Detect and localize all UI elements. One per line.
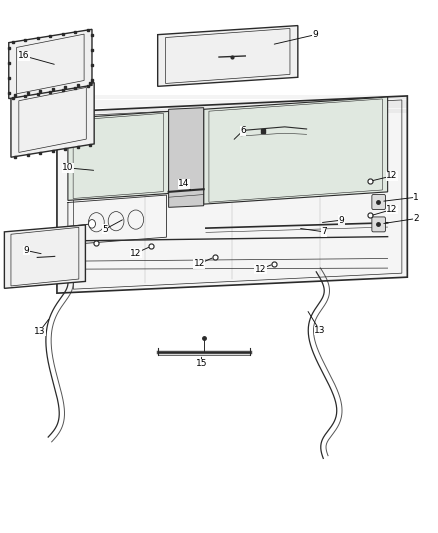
Text: 16: 16 — [18, 52, 30, 60]
Text: 13: 13 — [34, 327, 45, 336]
Text: 12: 12 — [386, 205, 398, 214]
Text: 14: 14 — [178, 180, 190, 188]
Polygon shape — [158, 26, 298, 86]
Text: 9: 9 — [23, 246, 29, 255]
Text: 10: 10 — [62, 164, 74, 172]
Text: 13: 13 — [314, 326, 325, 335]
Polygon shape — [11, 83, 94, 157]
FancyBboxPatch shape — [372, 195, 385, 209]
Text: 12: 12 — [255, 265, 266, 273]
Text: 7: 7 — [321, 228, 327, 236]
Text: 2: 2 — [413, 214, 419, 223]
Circle shape — [88, 220, 95, 228]
Text: 6: 6 — [240, 126, 246, 135]
FancyBboxPatch shape — [372, 217, 385, 232]
Polygon shape — [68, 111, 169, 200]
Text: 9: 9 — [339, 216, 345, 224]
Text: 1: 1 — [413, 193, 419, 201]
Polygon shape — [204, 97, 388, 204]
Text: 12: 12 — [386, 172, 398, 180]
Polygon shape — [57, 96, 407, 293]
Polygon shape — [169, 108, 204, 207]
Polygon shape — [9, 29, 92, 99]
Text: 9: 9 — [312, 30, 318, 39]
Text: 12: 12 — [194, 260, 205, 268]
Text: 15: 15 — [196, 359, 207, 368]
Polygon shape — [4, 225, 85, 288]
Text: 12: 12 — [130, 249, 141, 257]
Text: 5: 5 — [102, 225, 108, 233]
